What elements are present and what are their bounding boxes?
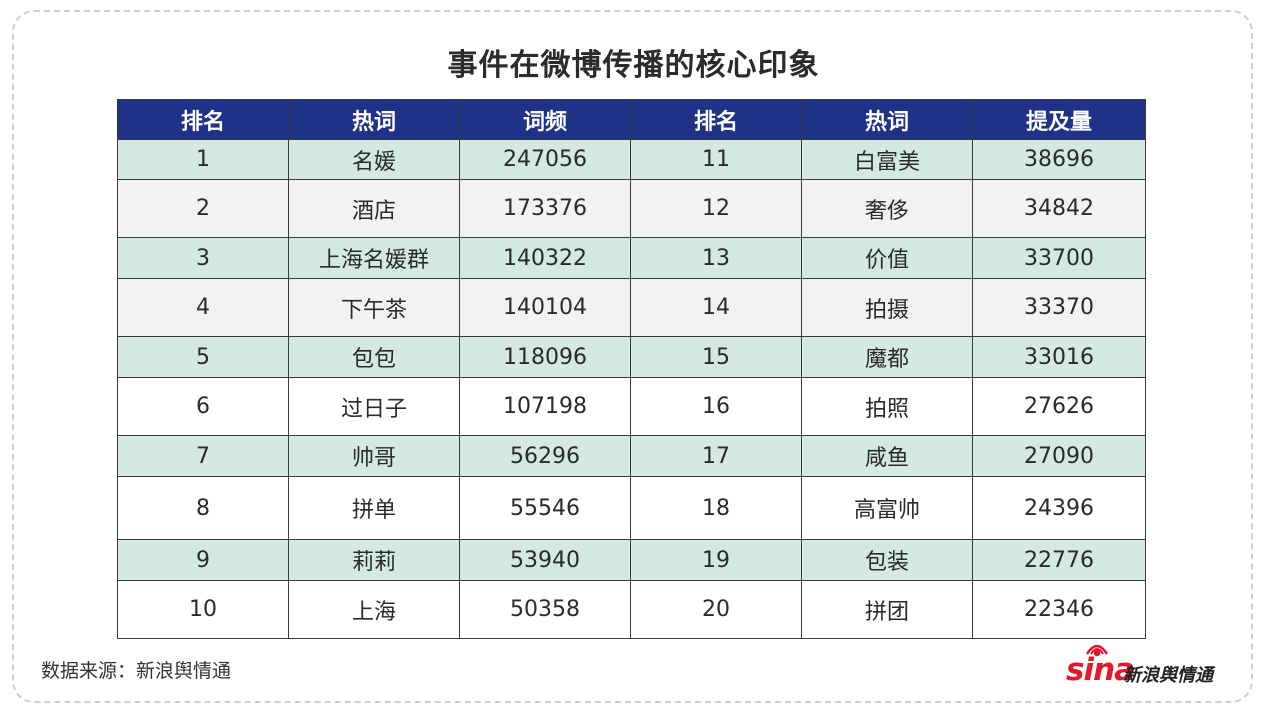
cell-rank: 1: [117, 139, 289, 180]
cell-word: 名媛: [288, 139, 460, 180]
cell-mentions: 27090: [972, 435, 1146, 477]
cell-word: 包装: [801, 539, 973, 581]
cell-rank: 17: [630, 435, 802, 477]
cell-mentions: 22346: [972, 580, 1146, 639]
yuqingtong-wordmark: 新浪舆情通: [1123, 665, 1213, 686]
cell-word: 酒店: [288, 179, 460, 238]
cell-mentions: 34842: [972, 179, 1146, 238]
cell-word: 魔都: [801, 336, 973, 378]
cell-word: 高富帅: [801, 476, 973, 540]
table-row: 1 名媛 247056 11 白富美 38696: [117, 139, 1146, 180]
header-mentions: 提及量: [972, 99, 1146, 140]
table-body: 1 名媛 247056 11 白富美 38696 2 酒店 173376 12 奢侈 34842 3 上海…: [117, 139, 1146, 639]
cell-rank: 18: [630, 476, 802, 540]
cell-mentions: 33370: [972, 278, 1146, 337]
header-frequency: 词频: [459, 99, 631, 140]
cell-frequency: 118096: [459, 336, 631, 378]
cell-mentions: 27626: [972, 377, 1146, 436]
cell-frequency: 140104: [459, 278, 631, 337]
cell-rank: 10: [117, 580, 289, 639]
cell-mentions: 22776: [972, 539, 1146, 581]
sina-eye-icon: [1085, 644, 1109, 657]
cell-word: 包包: [288, 336, 460, 378]
cell-word: 价值: [801, 237, 973, 279]
header-word-1: 热词: [288, 99, 460, 140]
cell-word: 拍摄: [801, 278, 973, 337]
table-row: 6 过日子 107198 16 拍照 27626: [117, 377, 1146, 436]
cell-mentions: 24396: [972, 476, 1146, 540]
table-row: 7 帅哥 56296 17 咸鱼 27090: [117, 435, 1146, 477]
table-row: 2 酒店 173376 12 奢侈 34842: [117, 179, 1146, 238]
cell-word: 上海名媛群: [288, 237, 460, 279]
hot-words-table: 排名 热词 词频 排名 热词 提及量 1 名媛 247056 11 白富美 38696 2 酒…: [117, 99, 1146, 639]
cell-rank: 3: [117, 237, 289, 279]
cell-rank: 20: [630, 580, 802, 639]
cell-word: 白富美: [801, 139, 973, 180]
cell-rank: 14: [630, 278, 802, 337]
header-word-2: 热词: [801, 99, 973, 140]
cell-rank: 7: [117, 435, 289, 477]
cell-mentions: 38696: [972, 139, 1146, 180]
cell-word: 过日子: [288, 377, 460, 436]
cell-word: 拼团: [801, 580, 973, 639]
cell-mentions: 33016: [972, 336, 1146, 378]
cell-rank: 4: [117, 278, 289, 337]
cell-word: 拼单: [288, 476, 460, 540]
cell-mentions: 33700: [972, 237, 1146, 279]
cell-rank: 15: [630, 336, 802, 378]
cell-rank: 9: [117, 539, 289, 581]
chart-title: 事件在微博传播的核心印象: [447, 48, 820, 83]
cell-frequency: 55546: [459, 476, 631, 540]
cell-rank: 6: [117, 377, 289, 436]
cell-word: 咸鱼: [801, 435, 973, 477]
cell-rank: 11: [630, 139, 802, 180]
table-row: 10 上海 50358 20 拼团 22346: [117, 580, 1146, 639]
data-source: 数据来源：新浪舆情通: [41, 660, 232, 682]
header-rank-2: 排名: [630, 99, 802, 140]
table-row: 5 包包 118096 15 魔都 33016: [117, 336, 1146, 378]
cell-frequency: 140322: [459, 237, 631, 279]
table-header-row: 排名 热词 词频 排名 热词 提及量: [117, 99, 1146, 140]
cell-rank: 8: [117, 476, 289, 540]
cell-frequency: 107198: [459, 377, 631, 436]
sina-yuqingtong-logo: sina 新浪舆情通: [1066, 644, 1226, 688]
cell-rank: 13: [630, 237, 802, 279]
cell-rank: 12: [630, 179, 802, 238]
cell-frequency: 173376: [459, 179, 631, 238]
cell-rank: 2: [117, 179, 289, 238]
cell-word: 帅哥: [288, 435, 460, 477]
cell-frequency: 50358: [459, 580, 631, 639]
table-row: 3 上海名媛群 140322 13 价值 33700: [117, 237, 1146, 279]
table-row: 9 莉莉 53940 19 包装 22776: [117, 539, 1146, 581]
cell-rank: 5: [117, 336, 289, 378]
sina-wordmark: sina: [1066, 652, 1135, 688]
cell-word: 奢侈: [801, 179, 973, 238]
header-rank-1: 排名: [117, 99, 289, 140]
cell-rank: 16: [630, 377, 802, 436]
table-row: 4 下午茶 140104 14 拍摄 33370: [117, 278, 1146, 337]
cell-word: 拍照: [801, 377, 973, 436]
cell-frequency: 56296: [459, 435, 631, 477]
cell-frequency: 247056: [459, 139, 631, 180]
cell-word: 莉莉: [288, 539, 460, 581]
cell-word: 上海: [288, 580, 460, 639]
table-row: 8 拼单 55546 18 高富帅 24396: [117, 476, 1146, 540]
cell-frequency: 53940: [459, 539, 631, 581]
cell-rank: 19: [630, 539, 802, 581]
cell-word: 下午茶: [288, 278, 460, 337]
